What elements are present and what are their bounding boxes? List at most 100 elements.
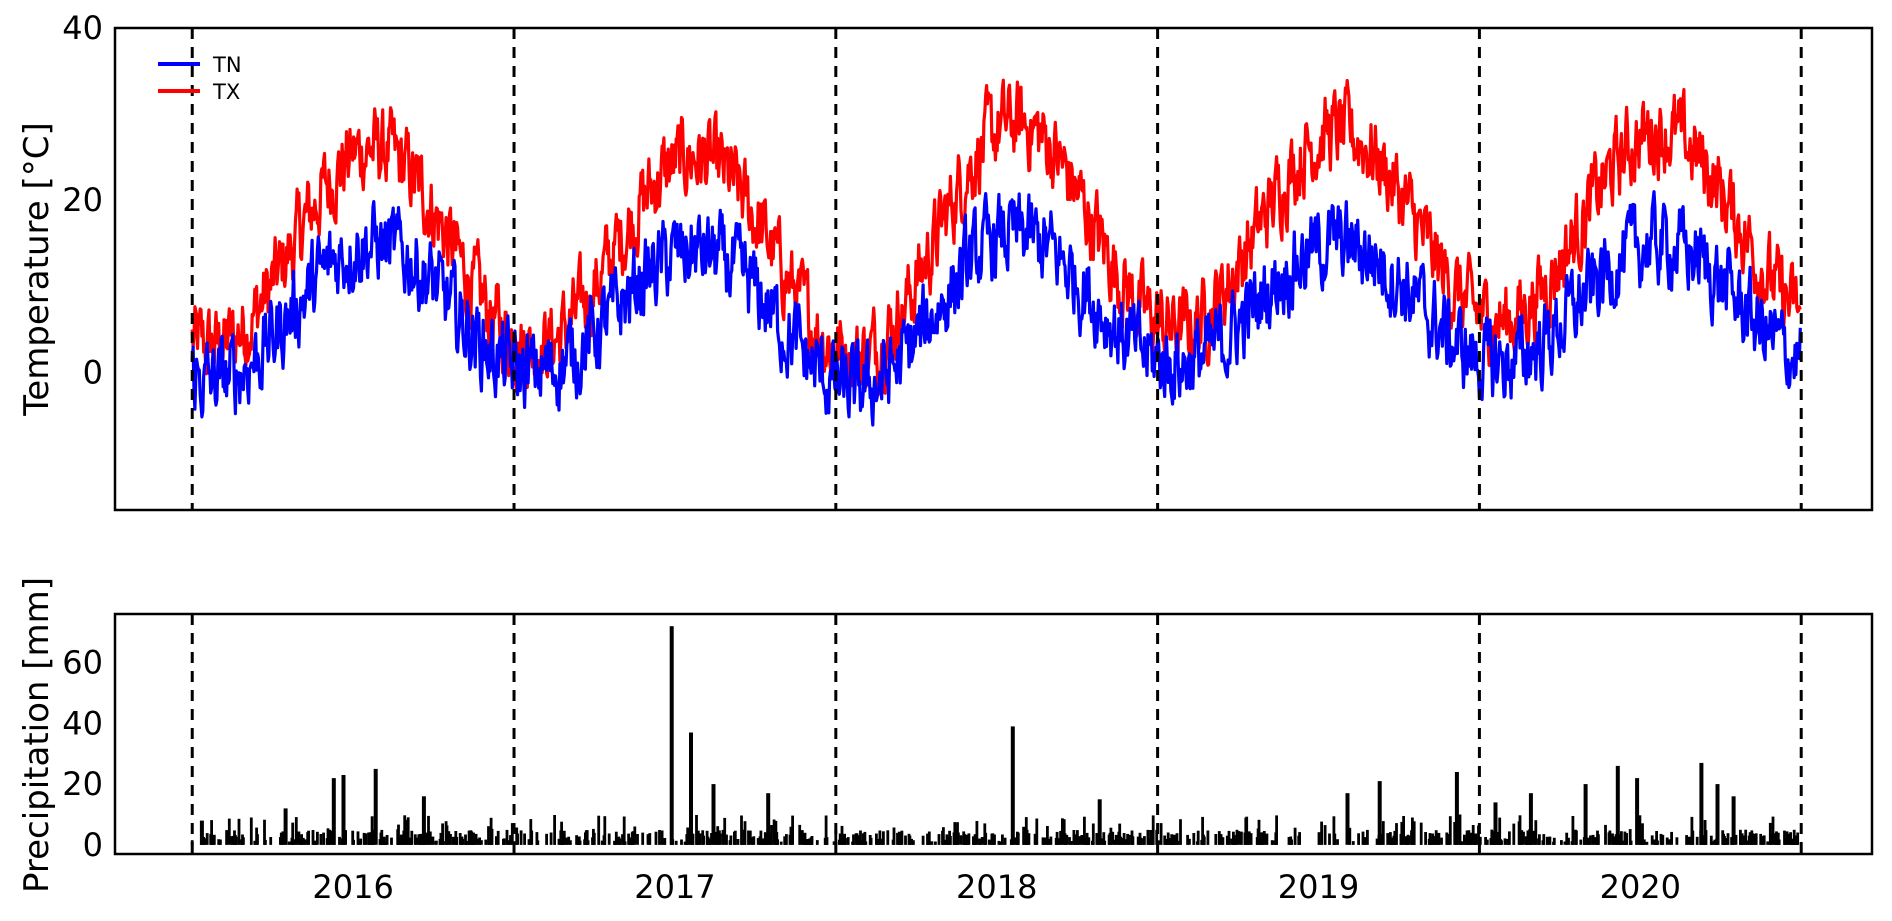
precipitation-bar: [1320, 821, 1323, 845]
precipitation-bar: [1608, 830, 1612, 845]
precipitation-bar: [633, 826, 637, 845]
precipitation-bar: [1062, 819, 1066, 845]
precipitation-bar: [242, 837, 245, 845]
precipitation-bar: [846, 837, 850, 845]
year-tick-label: 2017: [634, 868, 715, 906]
precipitation-bar: [1411, 817, 1414, 845]
precipitation-bar: [1520, 830, 1524, 845]
precipitation-bar: [442, 841, 445, 845]
year-tick-label: 2019: [1278, 868, 1359, 906]
precipitation-panel: 0 20 40 60 2016 2017 2018 2019 2020 Precipitati…: [17, 577, 1874, 906]
precipitation-bar: [420, 838, 423, 845]
precipitation-bar: [770, 825, 773, 845]
precipitation-bar: [1465, 830, 1469, 845]
precipitation-bar: [344, 830, 347, 845]
precipitation-bar: [1419, 822, 1423, 845]
precipitation-bar: [1361, 831, 1365, 845]
precipitation-bar: [1792, 829, 1796, 845]
precipitation-bar: [1545, 836, 1549, 845]
precipitation-bar: [1783, 838, 1787, 845]
precipitation-bar: [1734, 834, 1738, 845]
precipitation-bar: [1366, 829, 1369, 845]
precipitation-bar: [1748, 832, 1752, 845]
precipitation-bar: [834, 830, 838, 845]
precipitation-bar: [1777, 839, 1781, 845]
precipitation-bar: [1762, 835, 1766, 845]
precipitation-bar: [362, 832, 366, 845]
precipitation-bar: [516, 833, 519, 845]
precipitation-bar: [1235, 829, 1239, 845]
precipitation-bar: [1522, 831, 1525, 845]
precipitation-peak-bar: [1097, 799, 1102, 845]
precipitation-bar: [1412, 821, 1416, 845]
precipitation-bar: [234, 836, 238, 845]
precipitation-bar: [425, 832, 429, 845]
precipitation-bar: [1389, 832, 1392, 845]
precipitation-bar: [1179, 819, 1182, 845]
precipitation-bar: [984, 832, 988, 845]
precipitation-bar: [1381, 821, 1385, 845]
precipitation-bar: [663, 838, 667, 845]
precipitation-peak-bar: [1635, 778, 1640, 845]
precipitation-bar: [403, 815, 407, 845]
precipitation-bar: [775, 832, 779, 845]
precipitation-bar: [1477, 825, 1480, 845]
precipitation-peak-bar: [1010, 726, 1015, 845]
legend-label-tx: TX: [212, 80, 240, 104]
precipitation-bar: [545, 833, 548, 845]
precipitation-bar: [1645, 841, 1649, 845]
precipitation-bar: [1328, 833, 1331, 845]
precipitation-bar: [1186, 834, 1189, 845]
precipitation-peak-bar: [1583, 784, 1588, 845]
temperature-tick-label: 0: [83, 353, 103, 391]
precipitation-bar: [1769, 833, 1773, 845]
precipitation-bar: [575, 835, 578, 845]
precipitation-bar: [725, 834, 728, 845]
precipitation-bar: [776, 839, 779, 845]
precipitation-bar: [1407, 835, 1411, 845]
precipitation-bar: [585, 830, 589, 845]
precipitation-bar: [1589, 835, 1592, 845]
precipitation-bar: [279, 832, 283, 845]
year-tick-label: 2018: [956, 868, 1037, 906]
precipitation-bar: [484, 839, 488, 845]
precipitation-bar: [897, 831, 901, 845]
precipitation-bar: [1351, 841, 1355, 845]
precipitation-bar: [614, 831, 618, 845]
precipitation-bar: [1014, 837, 1018, 845]
precipitation-bar: [1057, 838, 1061, 845]
precipitation-bar: [1534, 820, 1538, 845]
precipitation-bar: [1126, 833, 1129, 845]
precipitation-bar: [473, 837, 476, 845]
precipitation-bar: [1202, 836, 1206, 845]
precipitation-bar: [733, 830, 737, 845]
precipitation-bar: [1621, 840, 1625, 845]
precipitation-bar: [586, 840, 590, 845]
precipitation-bar: [1623, 831, 1627, 845]
precipitation-bar: [390, 837, 393, 845]
precipitation-bar: [1434, 830, 1438, 845]
precipitation-bar: [405, 819, 408, 845]
precipitation-bar: [1025, 829, 1029, 845]
precipitation-bar: [435, 840, 438, 845]
precipitation-peak-bar: [1377, 781, 1382, 845]
precipitation-bar: [1348, 827, 1352, 845]
precipitation-bar: [654, 831, 658, 845]
precipitation-bar: [458, 833, 462, 845]
precipitation-bar: [510, 823, 514, 845]
precipitation-bar: [863, 831, 867, 845]
precipitation-bar: [441, 823, 444, 845]
precipitation-bar: [1587, 841, 1591, 845]
precipitation-bar: [567, 836, 571, 845]
precipitation-bar: [1072, 830, 1076, 845]
precipitation-bar: [212, 834, 216, 845]
precipitation-bar: [898, 838, 902, 845]
precipitation-bar: [993, 834, 996, 845]
precipitation-bar: [729, 835, 733, 845]
precipitation-bar: [487, 826, 490, 845]
precipitation-bar: [1221, 837, 1225, 845]
precipitation-bar: [380, 829, 384, 845]
precipitation-bar: [965, 834, 969, 845]
precipitation-bar: [1484, 837, 1487, 845]
precipitation-bar: [1109, 827, 1113, 845]
